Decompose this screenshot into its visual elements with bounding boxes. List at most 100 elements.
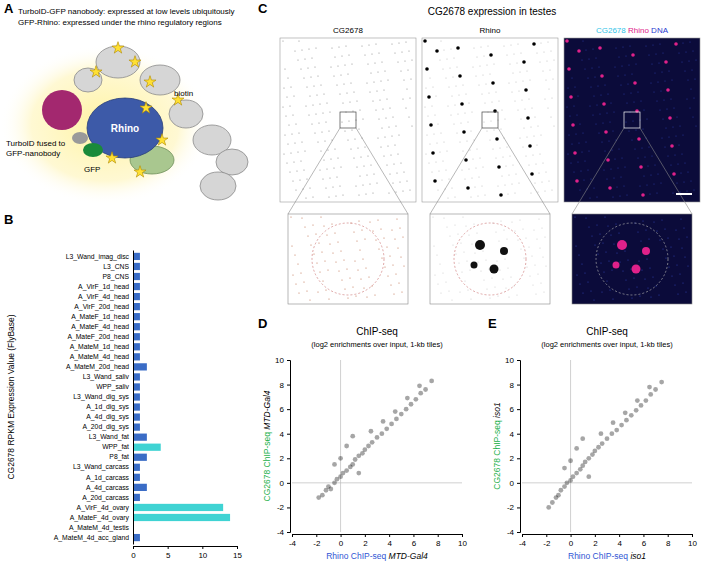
- texture-dot: [647, 287, 648, 288]
- texture-dot: [525, 109, 526, 110]
- texture-dot: [452, 188, 453, 189]
- texture-dot: [391, 135, 392, 136]
- texture-dot: [502, 278, 503, 279]
- tick-label: -2: [507, 503, 515, 512]
- texture-dot: [673, 193, 674, 194]
- texture-dot: [615, 67, 616, 68]
- texture-dot: [590, 290, 591, 291]
- texture-dot: [652, 276, 653, 277]
- texture-dot: [340, 74, 341, 75]
- texture-dot: [355, 295, 356, 296]
- texture-dot: [533, 155, 534, 156]
- texture-dot: [672, 172, 676, 176]
- texture-dot: [674, 284, 675, 285]
- texture-dot: [328, 196, 329, 197]
- tick-mark: [692, 534, 693, 537]
- tick-label: 2: [280, 454, 285, 463]
- texture-dot: [456, 46, 460, 50]
- tick-label: L3_Wand_imag_disc: [66, 253, 130, 261]
- texture-dot: [531, 193, 532, 194]
- texture-dot: [470, 298, 471, 299]
- texture-dot: [649, 147, 650, 148]
- bar: [133, 273, 140, 280]
- texture-dot: [353, 91, 354, 92]
- texture-dot: [608, 94, 609, 95]
- texture-dot: [290, 152, 291, 153]
- point: [600, 441, 605, 446]
- tick: A_4d_carcass: [86, 484, 133, 492]
- texture-dot: [603, 123, 604, 124]
- texture-dot: [347, 73, 348, 74]
- texture-dot: [368, 44, 369, 45]
- texture-dot: [671, 99, 672, 100]
- texture-dot: [361, 45, 362, 46]
- tick-label: 0: [131, 551, 136, 560]
- texture-dot: [668, 116, 672, 120]
- tick: 15: [233, 546, 242, 560]
- zoom-box: [624, 112, 640, 128]
- texture-dot: [574, 216, 575, 217]
- texture-dot: [523, 81, 524, 82]
- texture-dot: [517, 63, 518, 64]
- texture-dot: [347, 297, 348, 298]
- tick-mark: [287, 532, 290, 533]
- texture-dot: [632, 74, 633, 75]
- texture-dot: [450, 68, 451, 69]
- texture-dot: [360, 156, 361, 157]
- tick-label: L3_Wand_fat: [89, 433, 129, 441]
- texture-dot: [368, 276, 369, 277]
- texture-dot: [504, 46, 505, 47]
- texture-dot: [578, 254, 579, 255]
- texture-dot: [622, 158, 623, 159]
- texture-dot: [387, 145, 388, 146]
- texture-dot: [338, 270, 339, 271]
- texture-dot: [603, 271, 604, 272]
- texture-dot: [292, 114, 293, 115]
- tick: L3_Wand_fat: [89, 433, 133, 441]
- texture-dot: [381, 257, 382, 258]
- texture-dot: [322, 178, 323, 179]
- texture-dot: [448, 198, 449, 199]
- texture-dot: [318, 242, 319, 243]
- texture-dot: [548, 108, 549, 109]
- texture-dot: [602, 142, 603, 143]
- protein: [169, 100, 203, 128]
- texture-dot: [405, 107, 406, 108]
- texture-dot: [376, 90, 377, 91]
- texture-dot: [664, 228, 665, 229]
- texture-dot: [577, 49, 581, 53]
- protein: [216, 149, 248, 175]
- point: [389, 421, 394, 426]
- texture-dot: [538, 192, 539, 193]
- texture-dot: [486, 288, 487, 289]
- texture-dot: [347, 139, 348, 140]
- bar: [133, 383, 140, 390]
- point: [558, 488, 563, 493]
- texture-dot: [685, 71, 686, 72]
- texture-dot: [527, 137, 528, 138]
- texture-dot: [442, 180, 443, 181]
- texture-dot: [380, 146, 381, 147]
- texture-dot: [614, 178, 615, 179]
- texture-dot: [458, 262, 459, 263]
- texture-dot: [352, 286, 353, 287]
- texture-dot: [351, 63, 352, 64]
- texture-dot: [298, 40, 299, 41]
- texture-dot: [462, 130, 466, 134]
- point: [338, 456, 343, 461]
- zoom-line: [288, 128, 340, 214]
- bar: [133, 504, 223, 511]
- texture-dot: [388, 192, 389, 193]
- texture-dot: [304, 58, 305, 59]
- point: [647, 385, 652, 390]
- tick-mark: [287, 385, 290, 386]
- texture-dot: [516, 174, 517, 175]
- tick: A_MateM_4d_acc_gland: [54, 534, 133, 542]
- texture-dot: [285, 115, 286, 116]
- point: [429, 378, 434, 383]
- texture-dot: [321, 131, 322, 132]
- tick-label: 8: [280, 381, 285, 390]
- texture-dot: [499, 269, 500, 270]
- texture-dot: [650, 296, 651, 297]
- texture-dot: [378, 248, 379, 249]
